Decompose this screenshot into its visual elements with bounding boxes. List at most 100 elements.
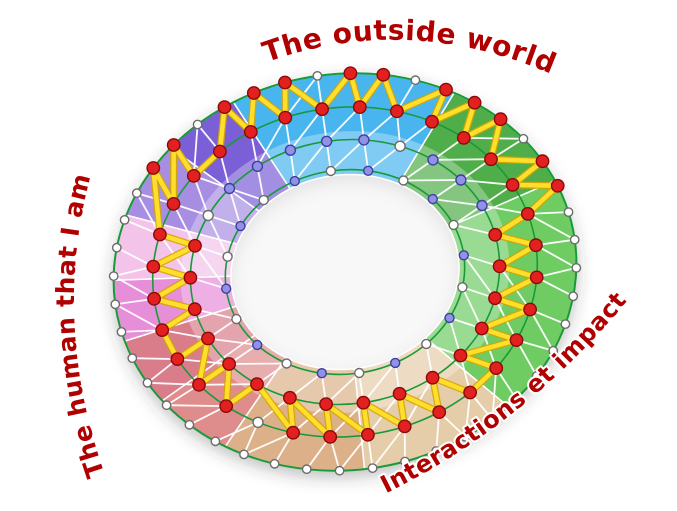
path-node bbox=[186, 168, 201, 183]
path-node bbox=[170, 352, 185, 366]
node bbox=[239, 449, 249, 460]
path-node bbox=[152, 227, 167, 242]
node bbox=[142, 377, 153, 388]
node bbox=[127, 353, 138, 364]
path-node bbox=[217, 100, 232, 115]
path-node bbox=[243, 124, 258, 139]
path-node bbox=[352, 100, 367, 115]
node bbox=[400, 456, 410, 467]
path-node bbox=[166, 196, 181, 211]
node bbox=[455, 174, 467, 186]
path-node bbox=[432, 405, 447, 419]
node bbox=[301, 464, 312, 475]
node bbox=[131, 188, 142, 199]
path-node bbox=[319, 397, 333, 411]
path-node bbox=[463, 385, 477, 400]
node bbox=[284, 144, 297, 156]
node bbox=[363, 165, 374, 177]
node bbox=[569, 234, 580, 245]
path-node bbox=[187, 302, 202, 317]
node bbox=[252, 339, 263, 351]
path-node bbox=[492, 259, 507, 274]
path-node bbox=[488, 291, 502, 306]
node bbox=[354, 367, 365, 379]
node bbox=[476, 199, 488, 212]
node bbox=[427, 154, 439, 166]
path-node bbox=[392, 386, 407, 401]
path-node bbox=[529, 270, 544, 285]
path-node bbox=[529, 238, 543, 253]
node bbox=[312, 71, 323, 81]
node bbox=[192, 119, 203, 130]
path-node bbox=[201, 331, 215, 346]
node bbox=[427, 193, 438, 205]
path-node bbox=[278, 75, 292, 90]
node bbox=[110, 299, 121, 310]
node bbox=[281, 358, 292, 369]
path-node bbox=[219, 399, 234, 413]
node bbox=[252, 416, 264, 428]
node bbox=[394, 140, 406, 152]
node bbox=[390, 357, 401, 369]
path-node bbox=[389, 104, 404, 119]
node bbox=[184, 419, 195, 430]
path-node bbox=[493, 112, 508, 127]
node bbox=[320, 135, 333, 148]
path-node bbox=[453, 348, 468, 363]
node bbox=[111, 242, 122, 253]
path-node bbox=[520, 206, 535, 221]
path-node bbox=[147, 291, 162, 306]
path-node bbox=[323, 429, 338, 444]
path-node bbox=[278, 110, 293, 125]
wheel-group bbox=[108, 66, 582, 476]
node bbox=[367, 463, 378, 473]
node bbox=[116, 326, 127, 337]
path-node bbox=[456, 130, 471, 145]
path-node bbox=[146, 259, 161, 274]
node bbox=[487, 414, 498, 425]
node bbox=[548, 345, 559, 356]
label-human-that-i-am: The human that I am bbox=[51, 170, 110, 481]
node bbox=[223, 182, 236, 195]
path-node bbox=[488, 227, 503, 242]
path-node bbox=[188, 238, 202, 253]
node bbox=[410, 75, 421, 86]
node bbox=[444, 312, 455, 324]
node bbox=[289, 175, 300, 187]
path-node bbox=[282, 390, 297, 405]
path-node bbox=[360, 427, 375, 442]
path-node bbox=[484, 152, 498, 167]
path-node bbox=[397, 419, 412, 434]
node bbox=[518, 133, 529, 144]
node bbox=[325, 165, 336, 177]
node bbox=[334, 465, 345, 476]
label-outside-world: The outside world bbox=[258, 14, 561, 81]
path-node bbox=[166, 138, 181, 152]
label-outside-world-text: The outside world bbox=[256, 12, 562, 83]
path-node bbox=[146, 161, 161, 175]
path-node bbox=[192, 377, 206, 392]
node bbox=[448, 219, 459, 231]
label-human-text: The human that I am bbox=[49, 168, 112, 483]
node bbox=[358, 134, 370, 146]
node bbox=[161, 400, 172, 411]
node bbox=[251, 160, 264, 173]
path-node bbox=[250, 377, 264, 391]
path-node bbox=[246, 86, 261, 100]
node bbox=[119, 214, 130, 225]
node bbox=[563, 207, 574, 218]
node bbox=[202, 209, 214, 222]
node bbox=[457, 282, 468, 293]
path-node bbox=[523, 302, 537, 317]
path-node bbox=[425, 370, 440, 385]
path-node bbox=[286, 425, 300, 440]
path-node bbox=[183, 270, 198, 285]
node bbox=[431, 446, 442, 456]
node bbox=[421, 338, 432, 350]
node bbox=[568, 291, 579, 302]
node bbox=[258, 194, 269, 206]
node bbox=[560, 319, 571, 329]
path-node bbox=[356, 395, 371, 410]
path-node bbox=[376, 67, 391, 82]
node bbox=[108, 271, 119, 281]
